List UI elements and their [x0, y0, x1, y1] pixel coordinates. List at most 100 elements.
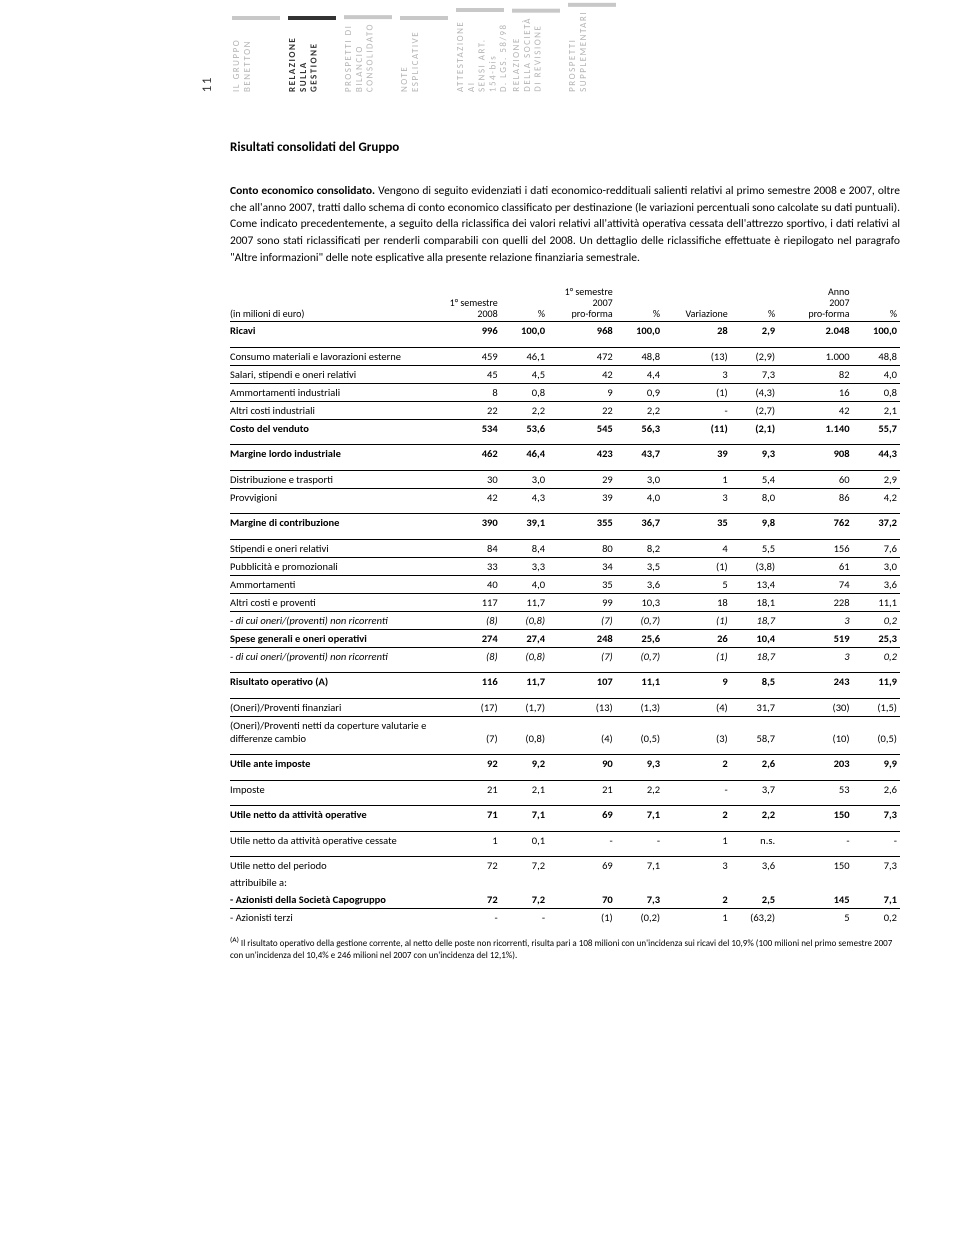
row-label: Provvigioni [230, 488, 447, 506]
cell: 10,3 [616, 593, 663, 611]
cell: 3,6 [616, 575, 663, 593]
cell: 2 [663, 806, 731, 824]
table-row: Ammortamenti industriali80,890,9(1)(4,3)… [230, 383, 900, 401]
nav-tab-2[interactable]: PROSPETTI DI BILANCIO CONSOLIDATO [344, 15, 392, 96]
cell: 48,8 [616, 347, 663, 365]
table-row: - di cui oneri/(proventi) non ricorrenti… [230, 647, 900, 665]
cell: (7) [548, 647, 616, 665]
cell: 5 [778, 909, 852, 927]
nav-tab-0[interactable]: IL GRUPPO BENETTON [232, 16, 280, 96]
table-row: attribuibile a: [230, 874, 900, 891]
table-row [230, 849, 900, 857]
cell: 7,1 [616, 806, 663, 824]
cell: 42 [447, 488, 501, 506]
hdr-c7: Anno2007pro-forma [778, 284, 852, 322]
cell: - [778, 831, 852, 849]
cell: 0,8 [501, 383, 548, 401]
cell: - [616, 831, 663, 849]
cell: 203 [778, 755, 852, 773]
cell: 2,9 [731, 322, 778, 340]
cell: 5,5 [731, 539, 778, 557]
cell: 35 [548, 575, 616, 593]
cell: n.s. [731, 831, 778, 849]
table-row: Utile ante imposte929,2909,322,62039,9 [230, 755, 900, 773]
cell: 2,6 [853, 780, 900, 798]
cell: 7,1 [501, 806, 548, 824]
cell [501, 874, 548, 891]
table-row [230, 798, 900, 806]
cell: 69 [548, 806, 616, 824]
cell: (4,3) [731, 383, 778, 401]
cell: 10,4 [731, 629, 778, 647]
nav-tab-3[interactable]: NOTE ESPLICATIVE [400, 16, 448, 96]
cell: (0,7) [616, 647, 663, 665]
nav-tab-5[interactable]: RELAZIONE DELLA SOCIETÀ DI REVISIONE [512, 9, 560, 96]
row-label: Margine di contribuzione [230, 514, 447, 532]
cell: 39,1 [501, 514, 548, 532]
cell: 390 [447, 514, 501, 532]
cell: 534 [447, 419, 501, 437]
cell: 9 [548, 383, 616, 401]
cell: 31,7 [731, 698, 778, 716]
row-label: - Azionisti terzi [230, 909, 447, 927]
cell: 2,9 [853, 470, 900, 488]
cell: 11,7 [501, 673, 548, 691]
cell: 25,6 [616, 629, 663, 647]
cell: (2,7) [731, 401, 778, 419]
cell: - [501, 909, 548, 927]
cell: (63,2) [731, 909, 778, 927]
cell: 2,2 [616, 780, 663, 798]
table-row: Margine di contribuzione39039,135536,735… [230, 514, 900, 532]
cell: 0,1 [501, 831, 548, 849]
cell: 21 [548, 780, 616, 798]
table-row: Costo del venduto53453,654556,3(11)(2,1)… [230, 419, 900, 437]
table-row: Ricavi996100,0968100,0282,92.048100,0 [230, 322, 900, 340]
cell: 3,0 [616, 470, 663, 488]
cell: 1.000 [778, 347, 852, 365]
row-label: Utile netto del periodo [230, 857, 447, 875]
row-label: Costo del venduto [230, 419, 447, 437]
cell: 100,0 [501, 322, 548, 340]
footnote: (A) Il risultato operativo della gestion… [230, 936, 900, 961]
cell: 70 [548, 891, 616, 909]
row-label: Margine lordo industriale [230, 445, 447, 463]
table-row [230, 690, 900, 698]
cell: 37,2 [853, 514, 900, 532]
cell: 3 [663, 857, 731, 875]
section-title: Risultati consolidati del Gruppo [230, 140, 900, 155]
row-label: Utile netto da attività operative [230, 806, 447, 824]
cell: 80 [548, 539, 616, 557]
cell: 21 [447, 780, 501, 798]
cell: 4,5 [501, 365, 548, 383]
cell: 1.140 [778, 419, 852, 437]
row-label: Distribuzione e trasporti [230, 470, 447, 488]
cell: (1) [663, 383, 731, 401]
cell: (11) [663, 419, 731, 437]
nav-tab-1[interactable]: RELAZIONE SULLA GESTIONE [288, 16, 336, 96]
row-label: Ricavi [230, 322, 447, 340]
cell: (13) [548, 698, 616, 716]
nav-tab-6[interactable]: PROSPETTI SUPPLEMENTARI [568, 3, 616, 96]
row-label: (Oneri)/Proventi finanziari [230, 698, 447, 716]
cell: 39 [663, 445, 731, 463]
cell: 22 [447, 401, 501, 419]
cell: 3,6 [731, 857, 778, 875]
cell: 16 [778, 383, 852, 401]
cell: 228 [778, 593, 852, 611]
table-row: Imposte212,1212,2-3,7532,6 [230, 780, 900, 798]
table-row: Utile netto del periodo727,2697,133,6150… [230, 857, 900, 875]
nav-tab-4[interactable]: ATTESTAZIONE AI SENSI ART. 154-bis D. LG… [456, 8, 504, 96]
hdr-c1: 1° semestre2008 [447, 284, 501, 322]
row-label: - di cui oneri/(proventi) non ricorrenti [230, 611, 447, 629]
table-row: Utile netto da attività operative cessat… [230, 831, 900, 849]
cell: (0,8) [501, 647, 548, 665]
table-row [230, 437, 900, 445]
cell: (1) [548, 909, 616, 927]
cell: 117 [447, 593, 501, 611]
row-label: Consumo materiali e lavorazioni esterne [230, 347, 447, 365]
cell: 11,1 [853, 593, 900, 611]
cell: 9,9 [853, 755, 900, 773]
table-row: Provvigioni424,3394,038,0864,2 [230, 488, 900, 506]
cell: 3,7 [731, 780, 778, 798]
cell [778, 874, 852, 891]
